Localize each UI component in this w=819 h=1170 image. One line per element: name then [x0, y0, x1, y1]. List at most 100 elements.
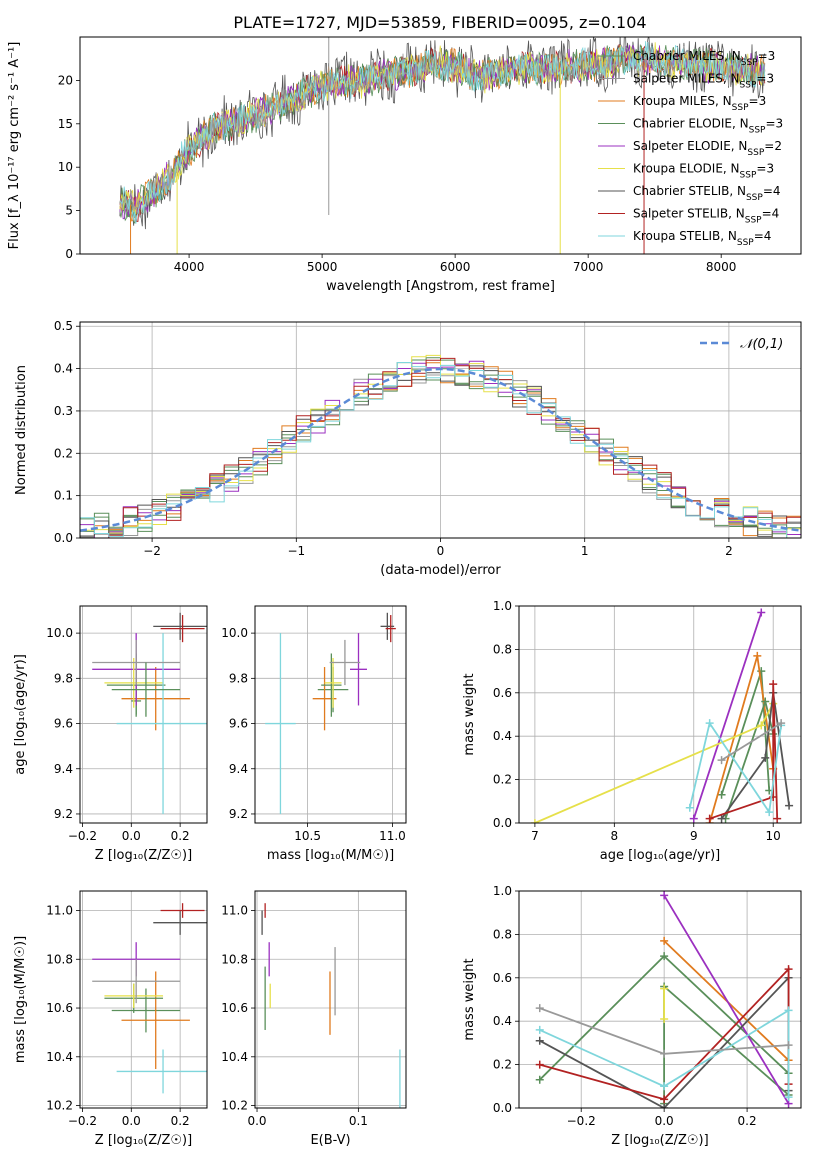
legend-label: Kroupa STELIB, NSSP=4: [633, 229, 771, 248]
series-marker: [535, 1025, 544, 1034]
y-tick-label: 0.4: [54, 362, 73, 376]
series-marker: [660, 1015, 669, 1024]
series-line: [709, 684, 779, 820]
plot-mass_vs_Z: [92, 903, 207, 1094]
x-tick-label: 1: [581, 544, 589, 558]
series-marker: [660, 891, 669, 900]
series-marker: [530, 819, 539, 823]
x-tick-label: 4000: [174, 260, 205, 274]
y-tick-label: 0.4: [493, 1014, 512, 1028]
series-line: [663, 984, 790, 1104]
y-axis-label: mass weight: [462, 958, 477, 1040]
figure-title: PLATE=1727, MJD=53859, FIBERID=0095, z=0…: [233, 13, 646, 32]
y-tick-label: 0.1: [54, 489, 73, 503]
series-marker: [765, 808, 774, 817]
y-tick-label: 0.8: [493, 642, 512, 656]
series-marker: [761, 753, 770, 762]
plot-residuals: [80, 354, 801, 538]
plot-spectrum: [119, 37, 766, 254]
series-marker: [660, 1104, 669, 1108]
x-tick-label: 0: [437, 544, 445, 558]
x-tick-label: 5000: [307, 260, 338, 274]
y-tick-label: 15: [58, 117, 73, 131]
y-tick-label: 0.2: [493, 1058, 512, 1072]
y-tick-label: 10.6: [46, 1001, 73, 1015]
axes-age_vs_Z: −0.2 0.0 0.2 9.2 9.4 9.6 9.8 10.0 Z [log₁₀(Z/Z☉)…: [13, 606, 207, 863]
x-tick-label: −0.2: [567, 1114, 596, 1128]
y-tick-label: 0.2: [54, 446, 73, 460]
frame-weight_vs_age: [518, 605, 802, 824]
y-tick-label: 9.2: [229, 807, 248, 821]
series-marker: [535, 1060, 544, 1069]
series-marker: [685, 803, 694, 812]
series-line: [663, 894, 790, 1105]
series-marker: [761, 697, 770, 706]
legend-label: Kroupa MILES, NSSP=3: [633, 94, 766, 113]
frame-age_vs_Z: [79, 605, 208, 824]
series-marker: [784, 1041, 793, 1050]
series-marker: [769, 680, 778, 689]
series-marker: [717, 756, 726, 765]
y-tick-label: 10.8: [221, 952, 248, 966]
y-tick-label: 5: [65, 204, 73, 218]
x-axis-label: mass [log₁₀(M/M☉)]: [267, 848, 394, 863]
y-axis-label: Flux [f_λ 10⁻¹⁷ erg cm⁻² s⁻¹ A⁻¹]: [7, 42, 22, 250]
series-line: [539, 1008, 790, 1098]
x-tick-label: 11.0: [379, 829, 406, 843]
series-marker: [705, 814, 714, 823]
y-tick-label: 11.0: [46, 904, 73, 918]
x-tick-label: 10: [766, 829, 781, 843]
x-tick-label: 7000: [573, 260, 604, 274]
series-marker: [717, 814, 726, 823]
plot-age_vs_mass: [265, 612, 396, 814]
x-tick-label: 0.1: [349, 1114, 368, 1128]
legend-label: Chabrier ELODIE, NSSP=3: [633, 117, 783, 136]
x-tick-label: −2: [143, 544, 161, 558]
series-line: [688, 720, 782, 815]
y-axis-label: Normed distribution: [14, 365, 29, 495]
series-line: [692, 612, 763, 819]
y-tick-label: 10.0: [46, 626, 73, 640]
y-tick-label: 0.4: [493, 729, 512, 743]
x-tick-label: −0.2: [68, 1114, 97, 1128]
x-axis-label: Z [log₁₀(Z/Z☉)]: [611, 1133, 708, 1148]
y-tick-label: 9.6: [229, 717, 248, 731]
x-axis-label: (data-model)/error: [380, 563, 501, 578]
spectrum-line: [119, 41, 766, 224]
legend-label: Chabrier MILES, NSSP=3: [633, 49, 775, 68]
plot-mass_vs_ebv: [261, 903, 401, 1108]
frame-age_vs_mass: [254, 605, 407, 824]
series-line: [721, 722, 782, 761]
legend-label: Salpeter STELIB, NSSP=4: [633, 207, 779, 226]
y-tick-label: 10.6: [221, 1001, 248, 1015]
frame-residuals: [79, 321, 802, 539]
y-axis-label: age [log₁₀(age/yr)]: [13, 654, 28, 775]
series-marker: [777, 719, 786, 728]
y-tick-label: 0.0: [54, 531, 73, 545]
x-tick-label: 6000: [440, 260, 471, 274]
y-tick-label: 9.6: [54, 717, 73, 731]
spectrum-line: [119, 42, 766, 214]
series-marker: [660, 1049, 669, 1058]
x-tick-label: 0.0: [655, 1114, 674, 1128]
histogram-series: [80, 362, 801, 538]
plot-weight_vs_age: [530, 608, 794, 823]
frame-weight_vs_Z: [518, 890, 802, 1109]
series-marker: [660, 1095, 669, 1104]
axes-weight_vs_age: 7 8 9 10 0.0 0.2 0.4 0.6 0.8 1.0 age [log₁₀(age/yr…: [462, 599, 801, 863]
frame-mass_vs_Z: [79, 890, 208, 1109]
y-tick-label: 9.8: [54, 671, 73, 685]
legend-label: Chabrier STELIB, NSSP=4: [633, 184, 781, 203]
y-tick-label: 9.8: [229, 671, 248, 685]
series-marker: [535, 1075, 544, 1084]
legend-label: 𝒩(0,1): [740, 337, 783, 352]
x-tick-label: 0.2: [738, 1114, 757, 1128]
legend-label: Salpeter ELODIE, NSSP=2: [633, 139, 782, 158]
series-marker: [785, 801, 794, 810]
y-tick-label: 0: [65, 247, 73, 261]
x-tick-label: 0.0: [122, 1114, 141, 1128]
y-tick-label: 0.5: [54, 319, 73, 333]
y-axis-label: mass weight: [462, 673, 477, 755]
y-tick-label: 10.4: [221, 1050, 248, 1064]
y-tick-label: 0.3: [54, 404, 73, 418]
